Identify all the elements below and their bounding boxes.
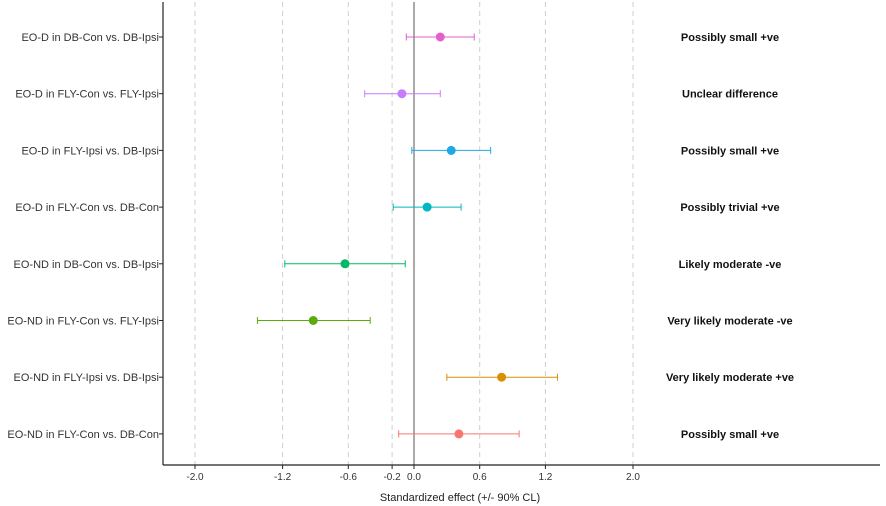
row-label: EO-D in DB-Con vs. DB-Ipsi xyxy=(21,32,159,44)
inference-label: Possibly small +ve xyxy=(681,32,779,44)
effect-row xyxy=(159,89,441,99)
effect-point xyxy=(397,89,407,99)
inference-label: Possibly small +ve xyxy=(681,145,779,157)
row-label: EO-D in FLY-Ipsi vs. DB-Ipsi xyxy=(21,145,159,157)
inference-label: Very likely moderate -ve xyxy=(667,316,792,328)
row-label: EO-ND in FLY-Ipsi vs. DB-Ipsi xyxy=(14,372,159,384)
effect-row xyxy=(159,202,462,212)
effect-point xyxy=(435,32,445,42)
effect-point xyxy=(454,429,464,439)
row-label: EO-ND in DB-Con vs. DB-Ipsi xyxy=(14,259,159,271)
effect-point xyxy=(308,316,318,325)
effect-row xyxy=(159,32,475,42)
inference-labels: Possibly small +ve Unclear difference Poss… xyxy=(666,32,794,441)
row-label: EO-ND in FLY-Con vs. FLY-Ipsi xyxy=(7,316,159,328)
inference-label: Very likely moderate +ve xyxy=(666,372,794,384)
x-tick-label: -0.6 xyxy=(340,472,358,483)
inference-label: Unclear difference xyxy=(682,89,778,101)
inference-label: Possibly small +ve xyxy=(681,429,779,441)
effect-point xyxy=(497,372,507,382)
x-tick-label: 2.0 xyxy=(626,472,640,483)
effect-row xyxy=(159,145,492,155)
row-label: EO-D in FLY-Con vs. FLY-Ipsi xyxy=(15,89,159,101)
effect-point xyxy=(340,259,350,269)
effect-row xyxy=(159,259,406,269)
x-tick-label: -0.2 xyxy=(383,472,401,483)
x-tick-label: 1.2 xyxy=(538,472,552,483)
inference-label: Possibly trivial +ve xyxy=(680,202,779,214)
x-tick-label: -2.0 xyxy=(186,472,204,483)
effect-row xyxy=(159,316,371,325)
effect-row xyxy=(159,429,520,439)
effect-row xyxy=(159,372,558,382)
effect-point xyxy=(446,145,456,155)
x-tick-label: -1.2 xyxy=(274,472,292,483)
x-tick-label: 0.0 xyxy=(407,472,421,483)
row-label: EO-D in FLY-Con vs. DB-Con xyxy=(15,202,159,214)
x-axis-ticks: -2.0 -1.2 -0.6 -0.2 0.0 0.6 1.2 2.0 xyxy=(186,465,640,483)
effect-marks xyxy=(159,32,558,439)
inference-label: Likely moderate -ve xyxy=(679,259,782,271)
row-label: EO-ND in FLY-Con vs. DB-Con xyxy=(7,429,159,441)
x-axis-title: Standardized effect (+/- 90% CL) xyxy=(380,492,540,504)
row-labels: EO-D in DB-Con vs. DB-Ipsi EO-D in FLY-Co… xyxy=(7,32,159,441)
x-tick-label: 0.6 xyxy=(473,472,487,483)
effect-point xyxy=(422,202,432,212)
